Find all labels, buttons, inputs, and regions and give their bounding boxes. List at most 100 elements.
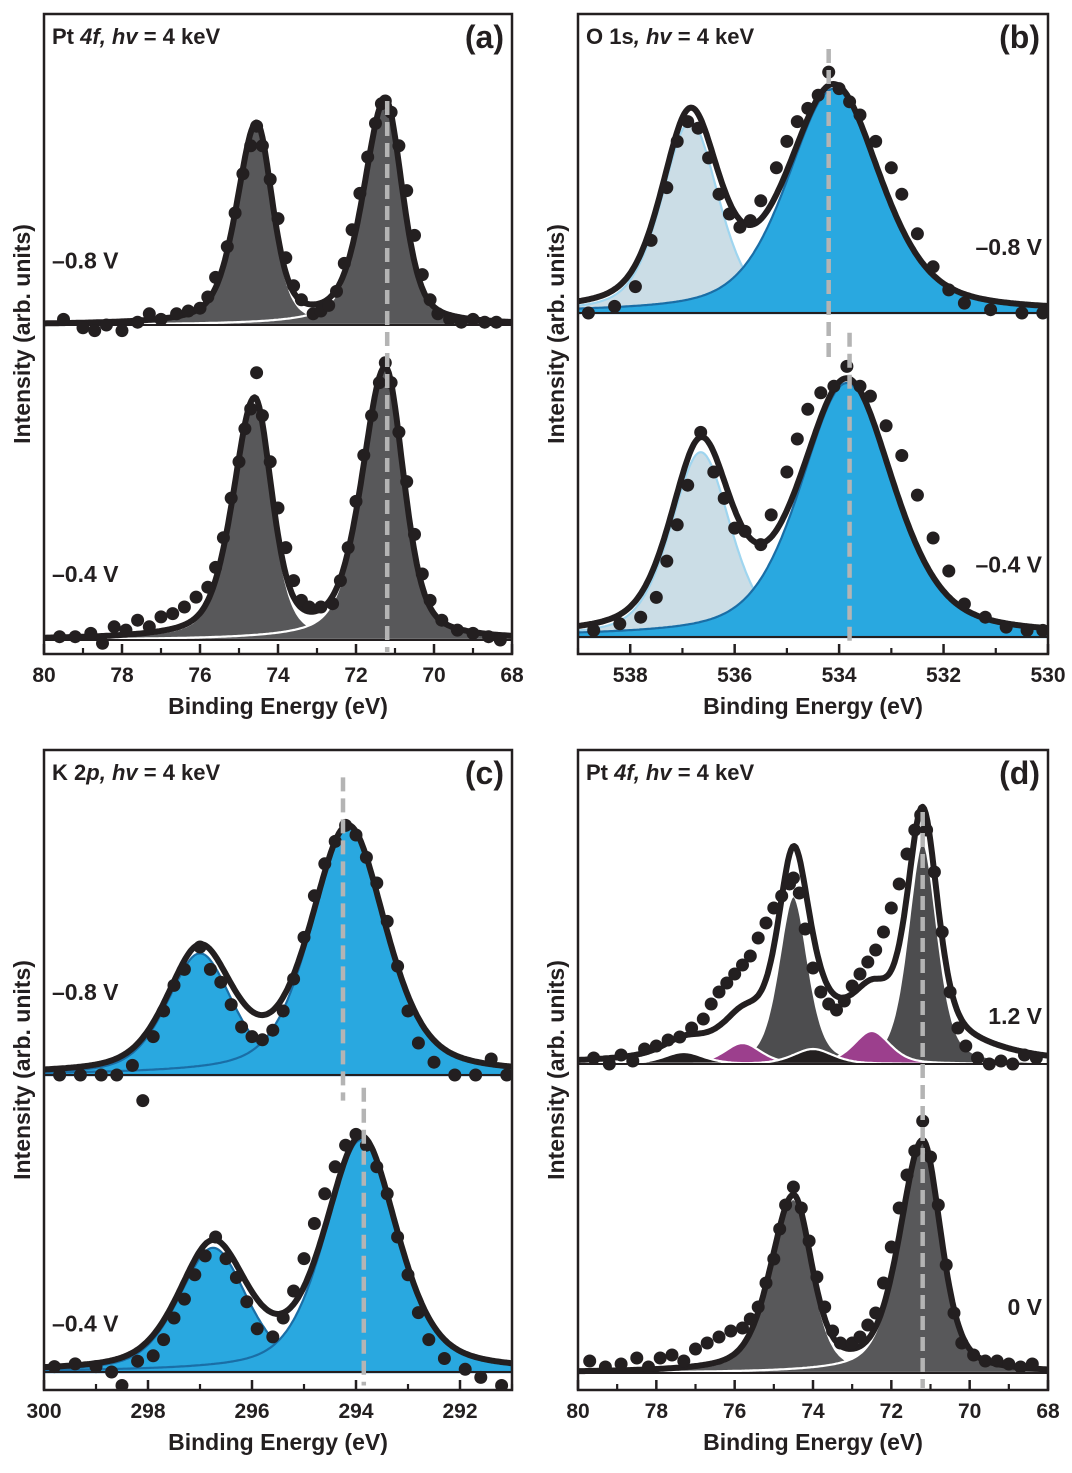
data-point (736, 958, 749, 972)
data-point (209, 270, 223, 284)
data-point (773, 1222, 787, 1236)
x-tick-label: 76 (188, 664, 211, 687)
data-point (188, 1268, 202, 1282)
data-point (142, 620, 156, 634)
data-point (751, 1300, 765, 1314)
data-point (801, 101, 815, 115)
data-point (999, 620, 1013, 634)
data-point (630, 1351, 644, 1365)
data-point (318, 857, 332, 871)
data-point (263, 172, 277, 186)
x-tick-label: 538 (613, 664, 648, 687)
data-point (649, 1039, 663, 1053)
data-point (422, 1333, 436, 1347)
y-axis-label: Intensity (arb. units) (9, 960, 35, 1180)
data-point (942, 564, 956, 578)
data-point (738, 524, 752, 538)
panel-d: 1.2 V 0 V 80 78 76 74 72 70 68 Binding Energy (eV… (543, 748, 1060, 1455)
panel-title: Pt 4f, hv = 4 keV (52, 24, 221, 49)
data-point (1036, 306, 1048, 320)
data-point (811, 88, 825, 102)
data-point (115, 324, 129, 338)
data-point (326, 597, 340, 611)
data-point (193, 301, 207, 315)
data-point (250, 119, 264, 133)
data-point (314, 600, 328, 614)
data-point (76, 321, 90, 335)
data-point (704, 997, 718, 1011)
data-point (431, 307, 445, 321)
data-point (978, 610, 992, 624)
data-point (423, 293, 437, 307)
data-point (349, 828, 363, 842)
data-point (224, 998, 238, 1012)
component-peak (578, 1197, 1048, 1375)
data-point (908, 1144, 922, 1158)
data-point (712, 187, 726, 201)
data-point (167, 978, 181, 992)
data-point (728, 521, 742, 535)
data-point (910, 488, 924, 502)
x-tick-label: 72 (880, 1400, 903, 1423)
data-point (255, 139, 269, 153)
data-point (733, 220, 747, 234)
data-point (372, 376, 386, 390)
data-point (370, 876, 384, 890)
data-point (263, 455, 277, 469)
data-point (689, 1342, 702, 1356)
data-point (892, 877, 906, 891)
data-point (166, 607, 180, 621)
data-point (250, 366, 264, 380)
data-point (408, 527, 421, 541)
axes-frame (42, 748, 514, 1392)
data-point (110, 1068, 124, 1082)
x-tick-label: 74 (801, 1400, 825, 1423)
data-point (391, 959, 405, 973)
data-point (818, 1300, 832, 1314)
data-point (1018, 1048, 1031, 1062)
data-point (955, 1336, 969, 1350)
data-point (401, 1004, 415, 1018)
plot-area (578, 803, 1048, 1375)
data-point (587, 1051, 601, 1065)
data-point (720, 976, 734, 990)
trace-label: –0.8 V (52, 248, 119, 274)
data-point (220, 240, 234, 254)
data-point (96, 636, 109, 650)
data-point (994, 1054, 1008, 1068)
data-point (743, 214, 757, 228)
x-tick-label: 68 (1036, 1400, 1060, 1423)
data-point (1014, 1360, 1028, 1374)
x-axis-label: Binding Energy (eV) (703, 1429, 923, 1455)
data-point (790, 432, 804, 446)
data-point (806, 961, 820, 975)
data-point (670, 134, 684, 148)
x-tick-label: 72 (344, 664, 367, 687)
data-point (105, 1365, 119, 1379)
data-point (297, 930, 311, 944)
data-point (369, 116, 382, 130)
data-point (466, 312, 480, 326)
x-tick-label: 80 (32, 664, 55, 687)
data-point (724, 1324, 738, 1338)
data-point (786, 1180, 800, 1194)
panel-letter: (d) (999, 755, 1040, 791)
data-point (801, 402, 815, 416)
data-point (957, 597, 971, 611)
data-point (649, 590, 663, 604)
data-point (415, 567, 429, 581)
data-point (53, 1068, 67, 1082)
data-point (489, 315, 503, 329)
data-point (370, 1160, 384, 1174)
data-point (47, 1360, 61, 1374)
data-point (287, 279, 301, 293)
data-point (240, 1295, 254, 1309)
data-point (598, 1360, 612, 1374)
data-point (219, 1252, 233, 1266)
x-tick-label: 292 (442, 1400, 477, 1423)
data-point (614, 1048, 628, 1062)
y-axis-label: Intensity (arb. units) (543, 224, 569, 444)
data-point (330, 284, 343, 298)
data-point (869, 943, 883, 957)
trace-lower (578, 359, 1048, 639)
